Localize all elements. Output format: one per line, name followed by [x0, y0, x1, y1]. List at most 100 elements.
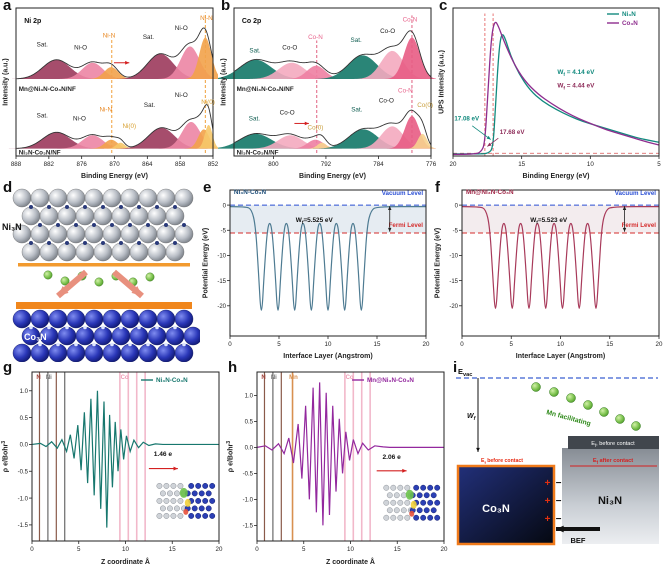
svg-text:10: 10 [557, 341, 564, 348]
svg-text:-5: -5 [221, 228, 227, 234]
panel-label-f: f [435, 179, 440, 196]
svg-text:15: 15 [169, 546, 176, 553]
xps-ni2p-chart: Mn@Ni₃N-Co₃N/NF Ni₃N-Co₃N/NF 888 882 876 870 8… [3, 7, 218, 180]
panel-label-a: a [3, 0, 12, 14]
svg-text:Fermi Level: Fermi Level [389, 222, 424, 229]
svg-text:Interface Layer (Angstrom): Interface Layer (Angstrom) [516, 353, 605, 360]
svg-text:784: 784 [373, 161, 384, 168]
svg-text:Interface Layer (Angstrom): Interface Layer (Angstrom) [283, 353, 372, 360]
panel-f: f 0 5 10 15 20 0 -5 -10 -15 -20 Interface Layer (A… [432, 179, 665, 362]
svg-text:Ni(0): Ni(0) [122, 123, 136, 130]
svg-text:+: + [545, 496, 551, 507]
svg-text:-10: -10 [449, 254, 458, 260]
panel-label-g: g [3, 359, 13, 376]
svg-text:Ni 2p: Ni 2p [24, 18, 41, 25]
panel-label-h: h [228, 359, 238, 376]
svg-text:Ni₃N: Ni₃N [2, 222, 22, 232]
svg-text:Wf​: Wf​ [467, 413, 477, 422]
svg-text:10: 10 [347, 546, 354, 553]
svg-text:10: 10 [325, 341, 332, 348]
svg-text:Co: Co [346, 375, 354, 381]
svg-text:Ni₃N-Co₃N/NF: Ni₃N-Co₃N/NF [237, 150, 279, 157]
panel-b: b Mn@Ni₃N-Co₃N/NF Ni₃N-Co₃N/NF 800 792 784 77… [218, 0, 436, 182]
svg-text:-1.0: -1.0 [18, 496, 29, 502]
svg-text:0.0: 0.0 [20, 443, 29, 449]
svg-text:Ni(0): Ni(0) [201, 99, 215, 106]
svg-text:Fermi Level: Fermi Level [622, 222, 657, 229]
svg-text:Ni₃N-Co₃N: Ni₃N-Co₃N [156, 377, 188, 384]
svg-text:Sat.: Sat. [351, 107, 362, 114]
svg-text:N: N [36, 375, 40, 381]
svg-text:10: 10 [587, 161, 594, 168]
svg-text:1.0: 1.0 [20, 389, 29, 395]
svg-text:0: 0 [255, 546, 259, 553]
svg-text:Ni₃N-Co₃N: Ni₃N-Co₃N [234, 189, 267, 196]
svg-text:Wf​ = 4.14 eV: Wf​ = 4.14 eV [557, 69, 595, 78]
svg-text:Ni-N: Ni-N [99, 107, 112, 114]
svg-text:Co(0): Co(0) [308, 124, 324, 131]
svg-text:Z coordinate Å: Z coordinate Å [101, 557, 150, 566]
svg-text:20: 20 [423, 341, 430, 348]
svg-text:-1.0: -1.0 [243, 498, 254, 504]
svg-text:Sat.: Sat. [249, 115, 260, 122]
svg-text:0: 0 [455, 203, 459, 209]
svg-text:-10: -10 [217, 254, 226, 260]
svg-text:Co₃N: Co₃N [482, 503, 510, 515]
svg-text:5: 5 [657, 161, 661, 168]
svg-text:Ni₃N: Ni₃N [598, 495, 622, 507]
svg-text:-15: -15 [449, 279, 458, 285]
panel-a: a Mn@Ni₃N-Co₃N/NF Ni₃N-Co₃N/NF 888 882 876 87… [0, 0, 218, 182]
panel-label-i: i [453, 359, 458, 376]
svg-text:5: 5 [77, 546, 81, 553]
svg-text:Co(0): Co(0) [417, 102, 433, 109]
svg-text:Ni: Ni [46, 375, 52, 381]
svg-text:792: 792 [321, 161, 332, 168]
svg-text:0: 0 [223, 203, 227, 209]
charge-density-ni3n-co3n-chart: 0 5 10 15 20 1.0 0.5 0.0 -0.5 -1.0 -1.5 Z coordinat… [1, 371, 223, 566]
svg-text:0.5: 0.5 [20, 416, 29, 422]
panel-label-d: d [3, 179, 13, 196]
svg-text:−: − [556, 514, 562, 525]
svg-text:852: 852 [208, 161, 218, 168]
svg-text:Ef​ after contact: Ef​ after contact [593, 458, 633, 465]
svg-text:Co-O: Co-O [280, 110, 295, 117]
svg-text:Wf​=5.525 eV: Wf​=5.525 eV [296, 217, 334, 226]
svg-text:−: − [556, 496, 562, 507]
svg-text:-0.5: -0.5 [18, 469, 29, 475]
svg-text:Mn@Ni₃N-Co₃N/NF: Mn@Ni₃N-Co₃N/NF [19, 86, 76, 93]
svg-text:0: 0 [30, 546, 34, 553]
svg-text:17.08 eV: 17.08 eV [454, 115, 480, 122]
svg-text:800: 800 [268, 161, 279, 168]
svg-text:15: 15 [374, 341, 381, 348]
panel-e: e 0 5 10 15 20 0 -5 -10 -15 -20 Interface Layer (A… [200, 179, 432, 362]
svg-text:Potential Energy (eV): Potential Energy (eV) [435, 228, 442, 298]
svg-text:Co-O: Co-O [379, 98, 394, 105]
svg-text:882: 882 [44, 161, 55, 168]
svg-text:Ni-O: Ni-O [73, 115, 86, 122]
svg-text:2.06 e: 2.06 e [382, 454, 401, 461]
svg-text:20: 20 [216, 546, 223, 553]
svg-text:N: N [261, 375, 265, 381]
svg-text:-0.5: -0.5 [243, 472, 254, 478]
svg-text:-20: -20 [217, 304, 226, 310]
panel-label-b: b [221, 0, 231, 14]
ups-chart: 20 15 10 5 Binding Energy (eV) UPS Intensity … [439, 7, 661, 180]
svg-text:776: 776 [426, 161, 436, 168]
svg-text:1.46 e: 1.46 e [154, 451, 173, 458]
svg-text:15: 15 [394, 546, 401, 553]
svg-text:UPS Intensity (a.u.): UPS Intensity (a.u.) [439, 50, 446, 114]
svg-text:Vacuum Level: Vacuum Level [615, 190, 657, 197]
svg-text:Potential Energy (eV): Potential Energy (eV) [203, 228, 210, 298]
svg-text:15: 15 [606, 341, 613, 348]
panel-g: g 0 5 10 15 20 1.0 0.5 0.0 -0.5 -1.0 -1.5 Z coordin… [0, 359, 225, 568]
panel-i: i Evac​ Wf​ Ef​, before contact Ef​ after c… [450, 359, 665, 568]
svg-text:Intensity (a.u.): Intensity (a.u.) [3, 58, 10, 105]
svg-text:Ni₃N: Ni₃N [622, 11, 636, 18]
svg-text:+: + [545, 478, 551, 489]
svg-text:Co₃N: Co₃N [24, 332, 47, 342]
svg-text:Sat.: Sat. [351, 37, 362, 44]
svg-text:Mn@Ni₃N-Co₃N/NF: Mn@Ni₃N-Co₃N/NF [237, 86, 294, 93]
svg-text:Co-O: Co-O [282, 44, 297, 51]
band-alignment-schematic: Evac​ Wf​ Ef​, before contact Ef​ after con… [456, 367, 659, 546]
svg-text:-1.5: -1.5 [243, 524, 254, 530]
